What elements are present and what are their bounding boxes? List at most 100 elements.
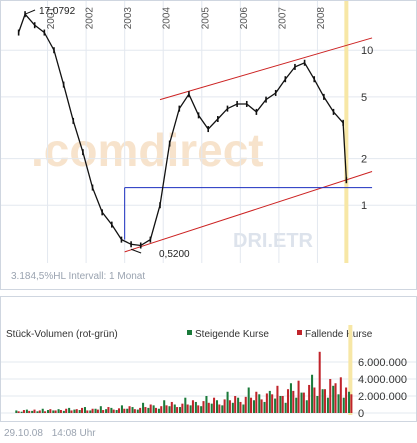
volume-bar-rising xyxy=(120,405,123,413)
volume-bar-rising xyxy=(300,392,303,413)
volume-bar-falling xyxy=(339,377,342,413)
volume-bar-rising xyxy=(20,411,23,413)
volume-bar-rising xyxy=(147,407,150,413)
volume-bar-falling xyxy=(297,380,300,413)
volume-chart-panel: Stück-Volumen (rot-grün) Steigende Kurse… xyxy=(0,296,417,422)
volume-bar-rising xyxy=(73,409,76,413)
price-chart: .comdirect DRI.ETR 2001 2002 2003 2004 2005 2… xyxy=(1,1,416,282)
volume-bar-rising xyxy=(210,403,213,413)
price-tick-label: 5 xyxy=(361,92,367,104)
max-label: 17,0792 xyxy=(39,6,76,17)
legend-rising-swatch xyxy=(187,330,192,335)
volume-title: Stück-Volumen (rot-grün) xyxy=(6,329,118,340)
volume-bar-rising xyxy=(215,400,219,413)
legend-falling-swatch xyxy=(297,330,302,335)
volume-bar-rising xyxy=(62,410,65,414)
volume-bar-falling xyxy=(75,409,78,413)
volume-bar-falling xyxy=(91,408,94,413)
volume-bar-falling xyxy=(213,397,216,413)
volume-bar-falling xyxy=(308,384,311,413)
volume-bar-rising xyxy=(41,408,44,413)
volume-bar-falling xyxy=(271,394,274,413)
volume-bar-rising xyxy=(295,397,298,413)
volume-bar-rising xyxy=(226,391,229,413)
volume-bar-falling xyxy=(133,409,136,413)
volume-bar-falling xyxy=(345,387,348,413)
legend-rising-label: Steigende Kurse xyxy=(195,329,269,340)
volume-tick-label: 0 xyxy=(358,408,364,420)
volume-bar-rising xyxy=(205,396,208,413)
volume-bar-rising xyxy=(332,385,335,413)
volume-bar-rising xyxy=(89,410,92,413)
volume-bar-rising xyxy=(94,408,97,413)
volume-bar-falling xyxy=(207,402,210,413)
footer: 29.10.08 14:08 Uhr xyxy=(4,428,102,439)
volume-bar-rising xyxy=(168,406,171,413)
volume-bar-falling xyxy=(265,393,268,413)
volume-bar-rising xyxy=(316,396,319,413)
volume-bar-rising xyxy=(337,394,340,413)
volume-bar-falling xyxy=(313,387,316,413)
year-label: 2002 xyxy=(85,7,96,30)
volume-bar-rising xyxy=(194,401,197,413)
volume-bar-rising xyxy=(52,410,55,413)
volume-bar-rising xyxy=(179,407,182,413)
volume-bar-falling xyxy=(33,409,36,413)
volume-tick-label: 6.000.000 xyxy=(358,357,407,369)
volume-bar-rising xyxy=(15,410,18,413)
volume-bar-rising xyxy=(115,410,118,413)
volume-bar-rising xyxy=(237,397,240,413)
volume-bar-falling xyxy=(81,407,84,413)
volume-bar-rising xyxy=(46,410,50,413)
price-line xyxy=(17,12,348,247)
current-period-highlight xyxy=(344,1,349,263)
volume-bar-rising xyxy=(57,409,60,413)
volume-bar-rising xyxy=(152,405,155,413)
volume-bar-falling xyxy=(107,407,110,413)
volume-bar-rising xyxy=(189,405,192,413)
volume-bar-rising xyxy=(99,406,102,413)
volume-bar-falling xyxy=(139,407,142,413)
volume-bar-rising xyxy=(221,405,224,413)
volume-bar-rising xyxy=(184,397,187,413)
volume-bar-rising xyxy=(263,401,266,413)
price-chart-panel: .comdirect DRI.ETR 2001 2002 2003 2004 2005 2… xyxy=(0,0,417,290)
volume-bar-falling xyxy=(281,396,284,413)
price-tick-label: 1 xyxy=(361,200,367,212)
volume-bar-falling xyxy=(176,407,179,413)
volume-bar-rising xyxy=(163,400,166,413)
volume-bar-falling xyxy=(234,396,237,413)
legend-falling-label: Fallende Kurse xyxy=(305,329,373,340)
high-leader xyxy=(24,9,36,15)
volume-bar-rising xyxy=(284,402,287,413)
volume-bar-falling xyxy=(318,351,321,413)
volume-bar-rising xyxy=(279,396,282,413)
volume-bar-rising xyxy=(348,391,351,413)
volume-bar-falling xyxy=(102,410,105,413)
volume-bar-falling xyxy=(165,405,168,413)
watermark-logo: .comdirect xyxy=(31,124,264,176)
year-label: 2008 xyxy=(316,7,327,30)
volume-bar-rising xyxy=(142,402,145,413)
volume-bar-falling xyxy=(123,408,126,413)
volume-bar-falling xyxy=(244,396,247,413)
volume-bar-falling xyxy=(228,400,231,413)
volume-bar-rising xyxy=(311,374,314,413)
volume-bar-falling xyxy=(59,410,62,413)
volume-tick-label: 4.000.000 xyxy=(358,374,407,386)
footer-time: 14:08 Uhr xyxy=(51,428,96,439)
volume-bar-falling xyxy=(17,411,20,413)
volume-bar-falling xyxy=(186,404,189,413)
footer-date: 29.10.08 xyxy=(4,428,43,439)
volume-bar-rising xyxy=(25,409,28,413)
year-label: 2007 xyxy=(277,7,288,30)
volume-bar-rising xyxy=(274,398,277,413)
volume-bar-falling xyxy=(329,379,332,413)
year-label: 2004 xyxy=(162,7,173,30)
volume-bar-falling xyxy=(255,391,258,413)
volume-bar-rising xyxy=(247,387,250,413)
volume-bar-falling xyxy=(160,406,163,413)
volume-bar-falling xyxy=(302,392,305,413)
volume-bar-rising xyxy=(78,410,81,413)
volume-bar-rising xyxy=(105,409,108,413)
